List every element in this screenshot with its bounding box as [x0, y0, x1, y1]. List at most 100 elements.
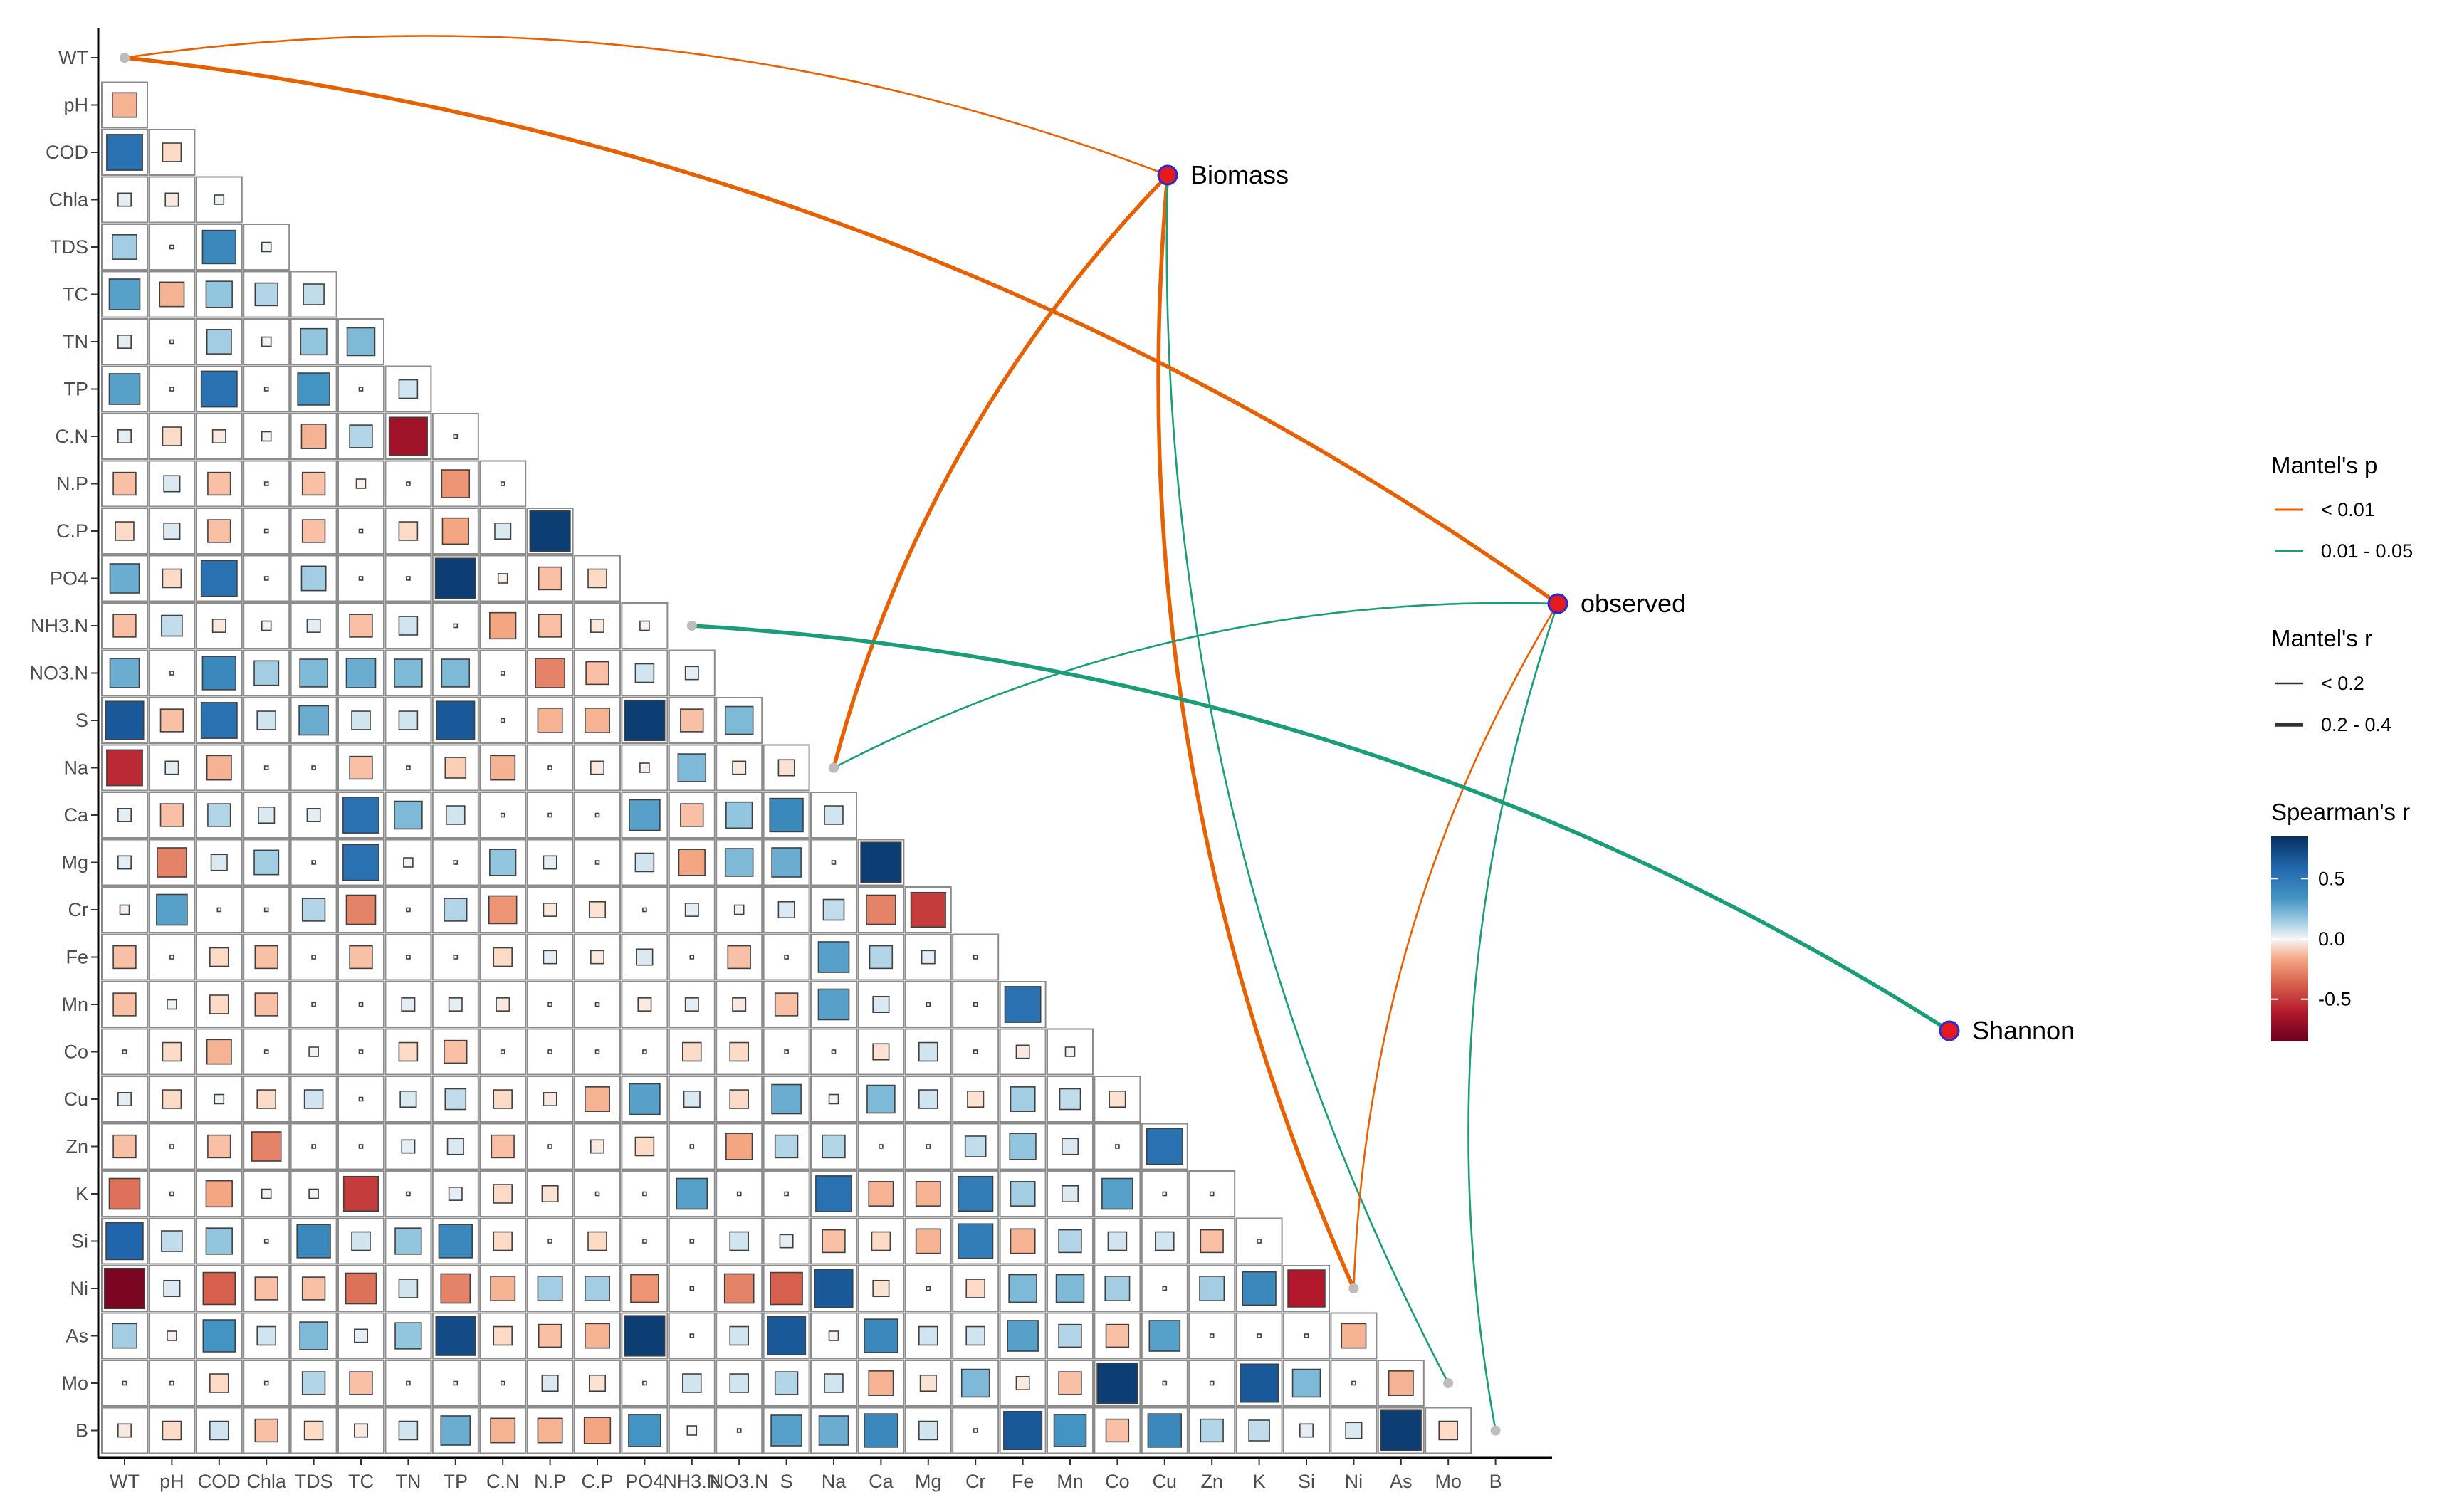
heatmap-cell-square	[1388, 1370, 1414, 1396]
heatmap-cell-square	[446, 1138, 464, 1155]
legend-spearman-tick-label: -0.5	[2318, 989, 2352, 1010]
y-tick-label: Ni	[70, 1278, 89, 1299]
heatmap-cell-square	[828, 1330, 839, 1341]
mantel-node-label: Shannon	[1972, 1016, 2075, 1045]
heatmap-cell-square	[406, 765, 411, 770]
y-tick-label: As	[66, 1325, 88, 1347]
y-tick-label: C.P	[56, 520, 88, 542]
heatmap-cell-square	[784, 1191, 789, 1197]
heatmap-cell-square	[200, 560, 238, 597]
heatmap-cell-frame	[904, 1265, 952, 1312]
heatmap-cell-square	[1107, 1231, 1128, 1251]
heatmap-cell-square	[117, 429, 132, 443]
heatmap-cell-square	[828, 1093, 839, 1105]
heatmap-cell-square	[490, 1276, 516, 1301]
heatmap-cell-frame	[290, 1123, 337, 1170]
y-tick-label: TP	[63, 379, 88, 400]
heatmap-cell-square	[965, 1325, 985, 1346]
heatmap-cell-square	[1015, 1376, 1030, 1390]
heatmap-cell-square	[398, 1041, 419, 1062]
heatmap-cell-square	[682, 1373, 702, 1393]
heatmap-cell-square	[1105, 1323, 1130, 1348]
heatmap-cell-square	[117, 1423, 132, 1438]
heatmap-cell-frame	[763, 839, 810, 886]
heatmap-cell-square	[358, 1144, 364, 1149]
heatmap-cell-frame	[716, 1407, 763, 1454]
heatmap-cell-square	[500, 481, 505, 486]
heatmap-cell-square	[398, 616, 419, 636]
heatmap-cell-square	[1209, 1191, 1215, 1197]
heatmap-cell-square	[355, 478, 367, 489]
heatmap-cell-frame	[195, 933, 243, 981]
heatmap-cell-square	[210, 854, 228, 871]
x-tick-label: As	[1390, 1471, 1413, 1492]
heatmap-cell-square	[629, 799, 661, 831]
heatmap-cell-square	[493, 1089, 513, 1109]
heatmap-cell-square	[297, 372, 330, 406]
heatmap-cell-square	[491, 1134, 515, 1159]
heatmap-cell-square	[206, 755, 232, 781]
x-tick-label: C.N	[486, 1471, 520, 1492]
x-tick-label: TDS	[295, 1471, 333, 1492]
heatmap-cell-square	[209, 1373, 229, 1393]
heatmap-cell-square	[406, 955, 411, 960]
heatmap-cell-square	[535, 658, 565, 688]
heatmap-cell-square	[541, 1185, 559, 1203]
heatmap-cell-square	[585, 1276, 610, 1301]
heatmap-cell-square	[345, 1272, 377, 1305]
heatmap-cell-square	[538, 614, 562, 638]
heatmap-cell-square	[306, 619, 321, 633]
heatmap-cell-square	[642, 907, 647, 913]
heatmap-cell-square	[209, 1420, 229, 1441]
heatmap-cell-square	[253, 660, 280, 686]
heatmap-cell-square	[1015, 1044, 1030, 1059]
heatmap-cell-square	[729, 1231, 749, 1251]
y-tick-label: Mn	[61, 994, 88, 1015]
heatmap-cell-square	[349, 424, 373, 448]
heatmap-cell-square	[547, 812, 552, 818]
mantel-link	[124, 35, 1168, 177]
mantel-link	[1353, 603, 1559, 1289]
heatmap-cell-square	[1291, 1368, 1321, 1398]
heatmap-cell-square	[729, 1325, 749, 1346]
heatmap-cell-square	[1109, 1090, 1126, 1108]
heatmap-cell-square	[349, 614, 373, 638]
x-tick-label: Chla	[246, 1471, 287, 1492]
heatmap-cell-square	[814, 1269, 854, 1308]
heatmap-cell-square	[300, 565, 327, 592]
heatmap-cell-square	[453, 955, 459, 960]
heatmap-cell-square	[683, 1090, 701, 1108]
heatmap-cell-square	[157, 847, 187, 878]
heatmap-cell-square	[394, 1227, 422, 1255]
heatmap-cell-square	[345, 894, 377, 925]
heatmap-cell-square	[725, 801, 753, 829]
legend-mantel-p-title: Mantel's p	[2271, 452, 2377, 478]
heatmap-cell-square	[169, 1380, 174, 1386]
heatmap-cell-frame	[621, 933, 669, 981]
heatmap-cell-square	[918, 1089, 938, 1109]
mantel-node-label: Biomass	[1190, 160, 1289, 189]
heatmap-cell-square	[159, 281, 185, 308]
y-tick-label: Cr	[68, 899, 89, 920]
heatmap-cell-square	[263, 1049, 269, 1054]
heatmap-cell-frame	[621, 649, 669, 697]
heatmap-cell-square	[543, 855, 557, 870]
heatmap-cell-square	[401, 1139, 416, 1154]
heatmap-cell-square	[1058, 1229, 1082, 1254]
heatmap-cell-square	[117, 1092, 132, 1106]
heatmap-cell-square	[1146, 1128, 1183, 1165]
heatmap-cell-square	[398, 379, 419, 399]
heatmap-cell-square	[263, 1380, 269, 1386]
heatmap-cell-square	[106, 134, 143, 171]
heatmap-cell-frame	[148, 224, 196, 271]
heatmap-cell-square	[547, 1002, 552, 1007]
heatmap-cell-square	[872, 995, 890, 1014]
heatmap-cell-square	[303, 1089, 324, 1109]
heatmap-cell-square	[106, 749, 143, 787]
y-tick-label: S	[75, 710, 88, 731]
x-tick-label: Ni	[1345, 1471, 1363, 1492]
heatmap-cell-square	[493, 1231, 513, 1251]
heatmap-cell-square	[453, 1380, 459, 1386]
heatmap-cell-square	[547, 1144, 552, 1149]
heatmap-cell-square	[864, 1318, 898, 1353]
